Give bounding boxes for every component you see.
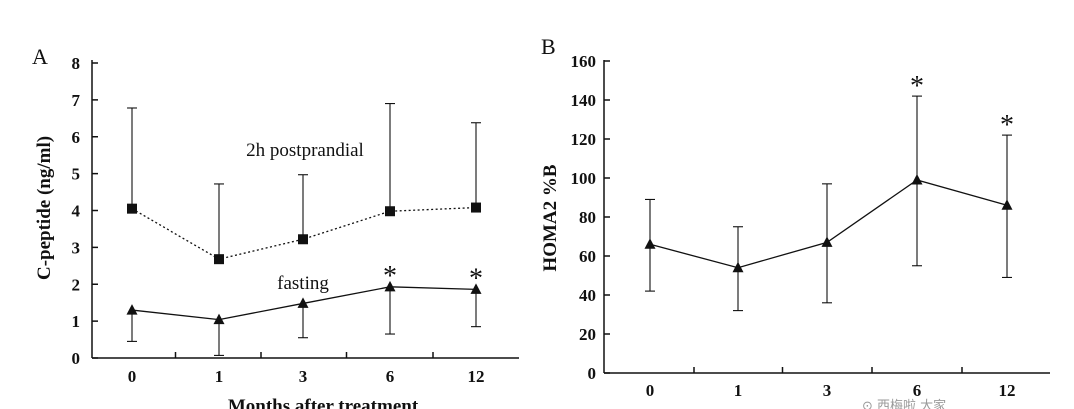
panel-a-letter: A	[32, 44, 48, 69]
series-label-2h-postprandial: 2h postprandial	[246, 140, 364, 161]
panel-a-significance-star: *	[469, 263, 483, 294]
panel-a-point-2h-postprandial	[385, 206, 395, 217]
panel-a-point-fasting	[384, 280, 396, 292]
panel-a-point-2h-postprandial	[214, 254, 224, 265]
panel-a-point-fasting	[213, 313, 225, 325]
panel-b-significance-star: *	[1000, 110, 1014, 141]
panel-a-y-tick-label: 8	[72, 54, 81, 73]
panel-b-y-tick-label: 60	[579, 247, 596, 266]
panel-b-x-tick-label: 1	[734, 381, 743, 400]
panel-b-y-tick-label: 140	[571, 91, 597, 110]
panel-a-y-tick-label: 2	[72, 275, 81, 294]
panel-b-y-axis-title: HOMA2 %B	[540, 164, 561, 271]
panel-a-point-fasting	[126, 304, 138, 315]
series-label-fasting: fasting	[277, 273, 329, 294]
panel-a-y-axis-title: C-peptide (ng/ml)	[34, 136, 55, 280]
panel-b-y-tick-label: 20	[579, 325, 596, 344]
panel-a-significance-star: *	[383, 261, 397, 292]
panel-a-y-tick-label: 0	[72, 349, 81, 368]
panel-a-y-tick-label: 5	[72, 165, 81, 184]
panel-a-x-tick-label: 6	[386, 367, 395, 386]
panel-b-point-homa2-b	[911, 173, 923, 185]
panel-b-x-tick-label: 6	[913, 381, 922, 400]
panel-a-series-line-2h-postprandial	[131, 206, 477, 260]
panel-b-point-homa2-b	[821, 236, 833, 247]
panel-a-x-tick-label: 12	[468, 367, 485, 386]
panel-b-y-tick-label: 160	[571, 52, 597, 71]
panel-a-point-2h-postprandial	[127, 203, 137, 214]
panel-b-y-tick-label: 80	[579, 208, 596, 227]
panel-a-y-tick-label: 3	[72, 238, 81, 257]
panel-a-x-tick-label: 3	[299, 367, 308, 386]
panel-a-point-2h-postprandial	[298, 234, 308, 245]
panel-b-point-homa2-b	[732, 261, 744, 273]
panel-b-significance-star: *	[910, 71, 924, 102]
panel-b-y-tick-label: 100	[571, 169, 597, 188]
panel-a-x-axis-title: Months after treatment	[228, 396, 419, 409]
panel-b-series-line-homa2-b	[649, 179, 1008, 269]
panel-b-y-tick-label: 0	[588, 364, 597, 383]
panel-a-x-tick-label: 0	[128, 367, 137, 386]
panel-b-x-tick-label: 3	[823, 381, 832, 400]
panel-a-point-2h-postprandial	[471, 202, 481, 213]
panel-b-point-homa2-b	[644, 238, 656, 249]
panel-b-y-tick-label: 40	[579, 286, 596, 305]
panel-b-letter: B	[541, 34, 556, 59]
panel-a-point-fasting	[470, 283, 482, 294]
panel-a-point-fasting	[297, 297, 309, 308]
panel-b-point-homa2-b	[1001, 199, 1013, 210]
panel-b-x-tick-label: 0	[646, 381, 655, 400]
panel-a-x-tick-label: 1	[215, 367, 224, 386]
panel-a-y-tick-label: 6	[72, 128, 81, 147]
panel-a-y-tick-label: 4	[72, 202, 81, 221]
panel-a-y-tick-label: 7	[72, 91, 81, 110]
panel-a: A C-peptide (ng/ml) Months after treatme…	[32, 44, 519, 409]
watermark: ⊙ 西梅啦 大家	[862, 398, 946, 409]
panel-b-y-tick-label: 120	[571, 130, 597, 149]
panel-a-y-tick-label: 1	[72, 312, 81, 331]
panel-b-x-tick-label: 12	[999, 381, 1016, 400]
